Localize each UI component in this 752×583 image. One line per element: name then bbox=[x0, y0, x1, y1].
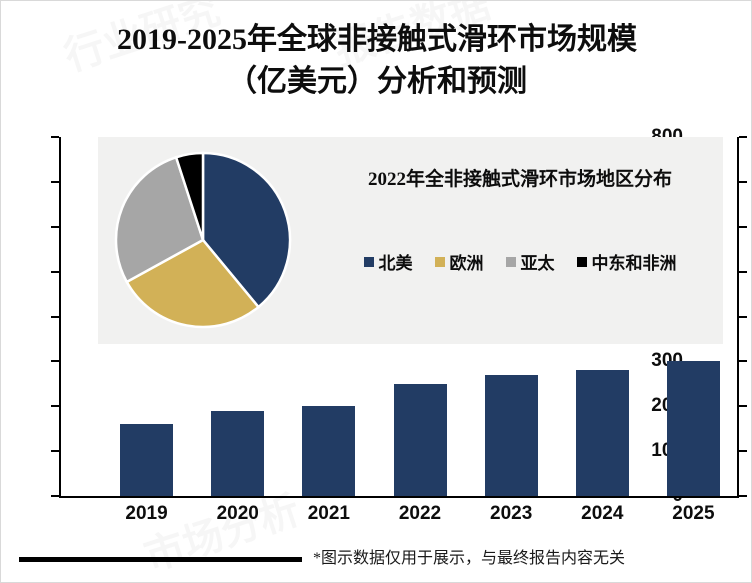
y-axis-tick-right bbox=[739, 180, 747, 183]
pie-slice bbox=[174, 151, 205, 241]
legend-item-label: 欧洲 bbox=[449, 254, 484, 273]
x-axis-tick-label: 2023 bbox=[490, 503, 533, 524]
pie-chart bbox=[114, 151, 292, 329]
x-axis-tick-label: 2021 bbox=[307, 503, 350, 524]
y-axis-tick bbox=[51, 315, 59, 318]
x-axis-tick-label: 2022 bbox=[398, 503, 442, 524]
legend-item[interactable]: 亚太 bbox=[505, 249, 555, 274]
legend-item-label: 亚太 bbox=[520, 254, 555, 273]
page-title-line-1: 2019-2025年全球非接触式滑环市场规模 bbox=[117, 23, 637, 56]
y-axis-tick-right bbox=[739, 136, 747, 138]
pie-legend: 北美 欧洲 亚太 中东和非洲 bbox=[320, 249, 720, 274]
pie-slice bbox=[201, 151, 292, 309]
bar bbox=[484, 374, 538, 496]
bar bbox=[211, 410, 265, 496]
legend-swatch-icon bbox=[363, 256, 374, 267]
bar bbox=[302, 406, 356, 496]
legend-swatch-icon bbox=[505, 256, 516, 267]
x-axis-line bbox=[59, 496, 739, 498]
y-axis-tick bbox=[51, 360, 59, 363]
legend-item[interactable]: 欧洲 bbox=[434, 249, 484, 274]
legend-swatch-icon bbox=[434, 256, 445, 267]
bar bbox=[393, 383, 447, 496]
inset-pie-panel: 2022年全非接触式滑环市场地区分布 北美 欧洲 亚太 中东和非洲 bbox=[98, 137, 723, 344]
page-title-line-2: （亿美元）分析和预测 bbox=[227, 65, 527, 98]
y-axis-tick bbox=[51, 495, 59, 497]
page-title: 2019-2025年全球非接触式滑环市场规模 （亿美元）分析和预测 bbox=[27, 19, 727, 103]
y-axis-line-right bbox=[737, 137, 739, 498]
y-axis-line-left bbox=[59, 137, 61, 498]
y-axis-tick-right bbox=[739, 495, 747, 497]
legend-swatch-icon bbox=[576, 256, 587, 267]
pie-slice bbox=[114, 155, 205, 284]
y-axis-tick bbox=[51, 225, 59, 228]
x-axis-tick-label: 2020 bbox=[216, 503, 259, 524]
footer-divider bbox=[19, 557, 302, 562]
y-axis-tick bbox=[51, 450, 59, 453]
y-axis-tick-right bbox=[739, 405, 747, 408]
y-axis-tick bbox=[51, 270, 59, 273]
bar bbox=[666, 361, 720, 496]
plot-area bbox=[51, 136, 747, 498]
y-axis-tick-right bbox=[739, 450, 747, 453]
legend-item[interactable]: 北美 bbox=[363, 249, 413, 274]
bar bbox=[120, 424, 174, 496]
y-axis-tick-right bbox=[739, 225, 747, 228]
x-axis-tick-label: 2024 bbox=[581, 503, 624, 524]
inset-title: 2022年全非接触式滑环市场地区分布 bbox=[367, 169, 672, 190]
y-axis-tick-right bbox=[739, 270, 747, 273]
footnote-text: *图示数据仅用于展示，与最终报告内容无关 bbox=[313, 550, 626, 567]
bar bbox=[575, 370, 629, 496]
x-axis-tick-label: 2019 bbox=[125, 503, 168, 524]
y-axis-tick-right bbox=[739, 360, 747, 363]
y-axis-tick bbox=[51, 405, 59, 408]
legend-item-label: 中东和非洲 bbox=[591, 254, 677, 273]
legend-item[interactable]: 中东和非洲 bbox=[576, 249, 677, 274]
y-axis-tick bbox=[51, 180, 59, 183]
y-axis-tick-right bbox=[739, 315, 747, 318]
legend-item-label: 北美 bbox=[378, 254, 413, 273]
x-axis-tick-label: 2025 bbox=[672, 503, 715, 524]
y-axis-tick bbox=[51, 136, 59, 138]
pie-chart-svg bbox=[114, 151, 292, 329]
pie-slice bbox=[125, 238, 261, 329]
